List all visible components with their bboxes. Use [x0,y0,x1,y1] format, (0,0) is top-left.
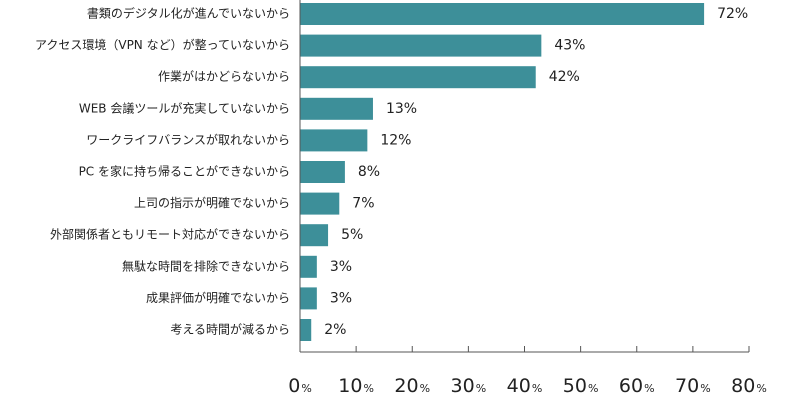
bar-10 [300,319,312,341]
bar-3 [300,97,373,120]
value-label-10: 2% [324,322,346,338]
x-tick-label-1: 10% [338,375,374,397]
bar-0 [300,3,705,25]
value-label-8: 3% [330,259,352,275]
bar-5 [300,161,345,183]
value-label-3: 13% [386,101,417,117]
category-label-5: PC を家に持ち帰ることができないから [79,164,290,179]
bar-7 [300,224,329,247]
value-label-4: 12% [380,132,411,148]
x-axis-ticks: 0% 10% 20% 30% 40% 50% 60% 70% 80% [288,346,767,397]
value-label-6: 7% [352,196,374,212]
bar-9 [300,287,317,310]
x-tick-label-4: 40% [507,375,543,397]
category-label-7: 外部関係者ともリモート対応ができないから [50,227,290,242]
x-tick-label-7: 70% [675,375,711,397]
category-label-10: 考える時間が減るから [170,322,290,337]
category-label-8: 無駄な時間を排除できないから [122,258,290,273]
value-label-5: 8% [358,164,380,180]
category-label-6: 上司の指示が明確でないから [134,195,290,210]
x-tick-label-0: 0% [288,375,312,397]
category-label-0: 書類のデジタル化が進んでいないから [87,6,290,21]
x-tick-label-3: 30% [451,375,487,397]
category-label-9: 成果評価が明確でないから [146,290,290,305]
value-label-9: 3% [330,290,352,306]
category-label-3: WEB 会議ツールが充実していないから [79,100,290,115]
bar-1 [300,34,542,57]
labels-layer: 書類のデジタル化が進んでいないから 72% アクセス環境（VPN など）が整っていな… [35,6,748,339]
bar-8 [300,255,317,278]
x-tick-label-8: 80% [731,375,767,397]
category-label-4: ワークライフバランスが取れないから [86,132,290,147]
bars-layer [300,3,705,341]
bar-4 [300,129,368,152]
x-tick-label-6: 60% [619,375,655,397]
x-tick-label-2: 20% [394,375,430,397]
bar-2 [300,66,536,89]
x-tick-label-5: 50% [563,375,599,397]
value-label-7: 5% [341,227,363,243]
category-label-2: 作業がはかどらないから [158,69,290,84]
value-label-0: 72% [717,6,748,22]
bar-6 [300,192,340,215]
value-label-1: 43% [554,38,585,54]
category-label-1: アクセス環境（VPN など）が整っていないから [35,37,290,52]
value-label-2: 42% [549,69,580,85]
